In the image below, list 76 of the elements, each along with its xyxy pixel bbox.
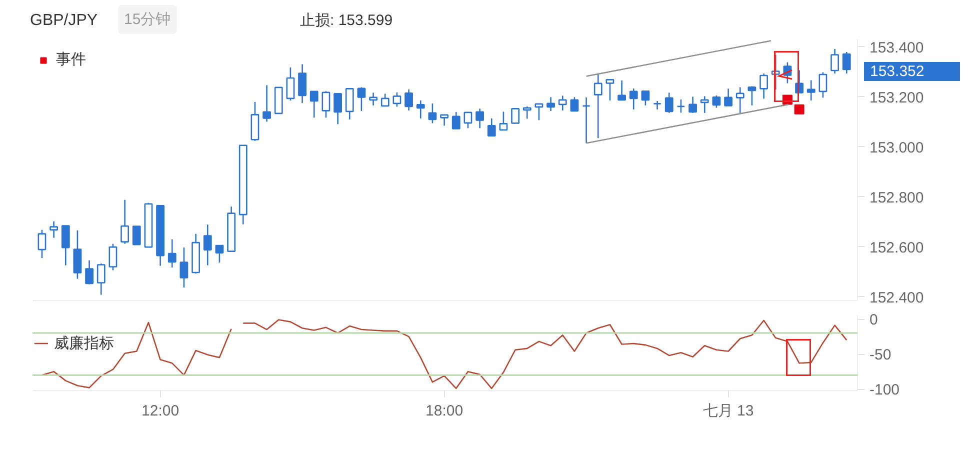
- candlestick: [546, 96, 555, 112]
- candlestick: [85, 260, 94, 285]
- candlestick: [120, 199, 129, 244]
- candlestick: [286, 66, 295, 102]
- candlestick: [676, 98, 686, 114]
- candlestick: [215, 244, 224, 264]
- candlestick: [724, 88, 732, 106]
- candlestick: [334, 93, 342, 125]
- candlestick: [476, 108, 484, 129]
- candlestick: [61, 225, 70, 266]
- candlestick: [310, 90, 318, 118]
- candlestick: [322, 90, 330, 118]
- candlestick: [203, 224, 212, 266]
- candlestick: [688, 96, 697, 114]
- y-tick-label: 153.400: [870, 39, 924, 56]
- candlestick: [499, 111, 508, 131]
- candlestick: [298, 64, 306, 104]
- candlestick: [452, 111, 460, 130]
- candlestick: [369, 92, 378, 106]
- candlestick: [511, 108, 520, 124]
- candlestick: [428, 102, 437, 124]
- candlestick: [712, 94, 721, 108]
- candlestick: [96, 262, 106, 296]
- chart-title: GBP/JPY: [30, 11, 98, 31]
- candlestick: [404, 88, 413, 112]
- candlestick: [700, 96, 709, 114]
- y-tick-label: 0: [870, 312, 878, 329]
- y-tick-label: 152.400: [870, 289, 924, 306]
- legend-label: 事件: [56, 50, 86, 69]
- candlestick: [180, 246, 188, 288]
- candlestick: [380, 93, 390, 107]
- candlestick: [132, 226, 141, 246]
- text: 止损: 153.599: [300, 11, 393, 31]
- candlestick: [345, 88, 354, 120]
- candlestick: [392, 92, 402, 108]
- candlestick: [464, 112, 472, 129]
- y-tick-label: 153.000: [870, 139, 924, 156]
- candlestick: [262, 84, 271, 122]
- chart-subtitle: 15分钟: [118, 5, 177, 34]
- candlestick: [818, 72, 828, 98]
- candlestick: [736, 86, 744, 114]
- candlestick: [618, 80, 626, 101]
- candlestick: [806, 80, 816, 102]
- y-tick-label: -50: [870, 346, 892, 364]
- y-tick-label: 152.800: [870, 189, 924, 206]
- candlestick: [416, 100, 425, 120]
- candlestick: [487, 118, 496, 137]
- candlestick: [842, 51, 851, 74]
- candlestick: [606, 79, 614, 102]
- x-tick-label: 12:00: [142, 402, 180, 420]
- candlestick: [38, 229, 46, 259]
- legend-label: 威廉指标: [54, 334, 114, 352]
- candlestick: [570, 96, 579, 112]
- candlestick: [357, 86, 366, 112]
- candlestick: [664, 92, 674, 114]
- candlestick: [641, 90, 650, 106]
- candlestick: [73, 230, 82, 280]
- candlestick: [653, 100, 662, 110]
- x-tick-label: 18:00: [426, 402, 464, 420]
- candlestick: [534, 103, 544, 121]
- candlestick: [629, 88, 638, 110]
- text: 153.352: [870, 62, 924, 81]
- candlestick: [582, 96, 590, 144]
- candlestick: [108, 243, 118, 271]
- y-tick-label: 152.600: [870, 239, 924, 256]
- candlestick: [168, 238, 176, 268]
- candlestick: [830, 48, 839, 74]
- candlestick: [748, 86, 756, 106]
- candlestick: [50, 220, 58, 238]
- candlestick: [760, 72, 768, 100]
- candlestick: [558, 95, 567, 112]
- y-tick-label: 153.200: [870, 89, 924, 106]
- candlestick: [522, 106, 532, 120]
- y-tick-label: -100: [870, 382, 900, 399]
- x-tick-label: 七月 13: [702, 402, 754, 420]
- candlestick: [594, 74, 602, 139]
